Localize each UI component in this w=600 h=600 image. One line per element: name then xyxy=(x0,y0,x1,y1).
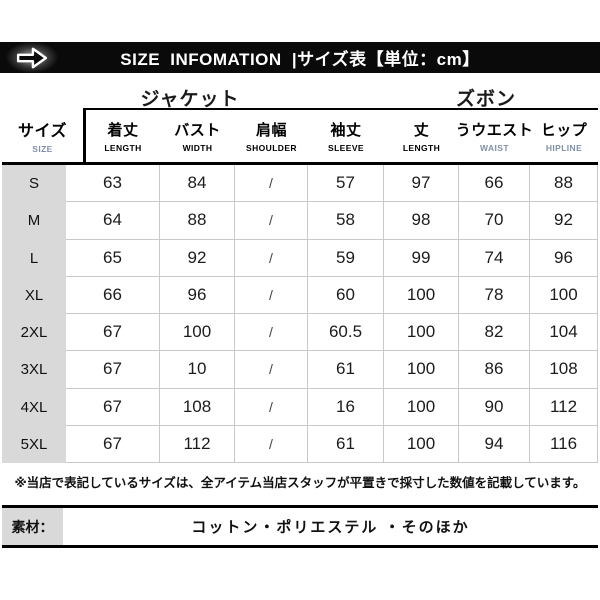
material-value: コットン・ポリエステル ・そのほか xyxy=(191,519,470,536)
group-label-jacket: ジャケット xyxy=(140,89,240,110)
size-table-body: S 63 84 / 57 97 66 88 M 64 88 / 58 98 70… xyxy=(2,165,598,463)
table-row-5xl: 5XL 67 112 / 61 100 94 116 xyxy=(2,425,598,463)
column-header-hip: ヒップ HIPLINE xyxy=(530,108,598,162)
table-row-xl: XL 66 96 / 60 100 78 100 xyxy=(2,276,598,314)
table-row-3xl: 3XL 67 10 / 61 100 86 108 xyxy=(2,351,598,389)
table-row-l: L 65 92 / 59 99 74 96 xyxy=(2,239,598,277)
table-row-m: M 64 88 / 58 98 70 92 xyxy=(2,202,598,240)
column-header-shoulder: 肩幅 SHOULDER xyxy=(235,108,308,162)
column-header-pants-length: 丈 LENGTH xyxy=(384,108,459,162)
material-label: 素材： xyxy=(2,508,63,545)
table-row-2xl: 2XL 67 100 / 60.5 100 82 104 xyxy=(2,314,598,352)
table-row-s: S 63 84 / 57 97 66 88 xyxy=(2,165,598,203)
table-row-4xl: 4XL 67 108 / 16 100 90 112 xyxy=(2,388,598,426)
right-arrow-icon xyxy=(6,42,58,73)
page-title: SIZE INFOMATION |サイズ表【単位：cm】 xyxy=(120,50,480,69)
column-header-length: 着丈 LENGTH xyxy=(86,108,160,162)
material-row: 素材： コットン・ポリエステル ・そのほか xyxy=(2,505,598,548)
measurement-note: ※当店で表記しているサイズは、全アイテム当店スタッフが平置きで採寸した数値を記載… xyxy=(14,476,586,490)
column-header-sleeve: 袖丈 SLEEVE xyxy=(308,108,384,162)
title-bar: SIZE INFOMATION |サイズ表【単位：cm】 xyxy=(0,42,600,73)
size-table-header: サイズ SIZE 着丈 LENGTH バスト WIDTH 肩幅 SHOULDER… xyxy=(2,108,598,165)
column-header-size: サイズ SIZE xyxy=(2,108,86,162)
group-label-pants: ズボン xyxy=(455,89,516,110)
column-header-waist: うウエスト WAIST xyxy=(456,108,533,162)
column-header-bust: バスト WIDTH xyxy=(160,108,235,162)
